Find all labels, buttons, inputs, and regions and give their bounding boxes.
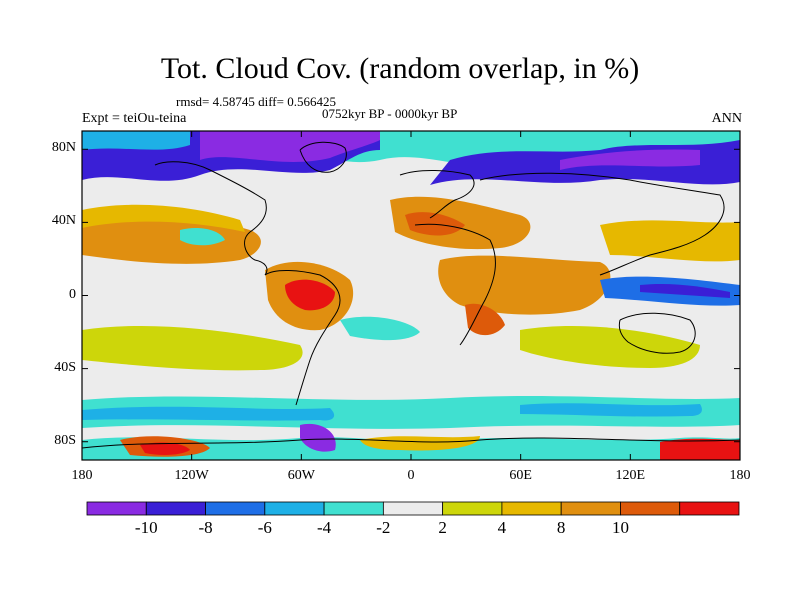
- field-region: [640, 283, 730, 298]
- colorbar-swatch: [501, 501, 562, 516]
- lon-tick-label: 0: [407, 468, 415, 483]
- axis-ticks: [81, 131, 741, 460]
- field-region: [140, 442, 190, 455]
- colorbar-swatch: [382, 501, 444, 516]
- coastline-europe: [399, 169, 475, 219]
- field-region: [82, 131, 190, 150]
- colorbar-tick-label: -4: [316, 518, 332, 537]
- map-field: [82, 131, 740, 460]
- colorbar-swatch: [205, 501, 266, 516]
- lat-tick-label: 0: [69, 286, 76, 302]
- field-region: [600, 220, 740, 262]
- colorbar-tick-label: 10: [611, 518, 629, 537]
- colorbar-swatch: [442, 501, 503, 516]
- field-region: [300, 423, 336, 452]
- field-region: [82, 204, 245, 232]
- field-region: [340, 316, 420, 341]
- field-region: [560, 149, 700, 170]
- coastline-greenland: [299, 141, 347, 173]
- colorbar-tick-label: -2: [376, 518, 391, 537]
- field-region: [438, 255, 611, 315]
- lon-tick-label: 60E: [509, 468, 532, 483]
- coastline-south-america: [264, 270, 341, 406]
- field-region: [360, 436, 480, 451]
- stats-label: rmsd= 4.58745 diff= 0.566425: [176, 94, 336, 109]
- colorbar-swatch: [86, 501, 147, 516]
- colorbar-swatch: [323, 501, 384, 516]
- field-region: [180, 228, 225, 246]
- lon-tick-label: 180: [71, 468, 93, 483]
- field-region: [520, 403, 702, 417]
- lon-tick-label: 180: [729, 468, 751, 483]
- lon-tick-label: 60W: [287, 468, 315, 483]
- field-region: [405, 212, 465, 236]
- colorbar-tick-label: -10: [134, 518, 158, 537]
- colorbar-tick-label: 4: [497, 518, 507, 537]
- figure-title: Tot. Cloud Cov. (random overlap, in %): [160, 52, 640, 85]
- lon-tick-label: 120W: [174, 468, 209, 483]
- colorbar-swatch: [620, 501, 681, 516]
- lat-tick-label: 40N: [51, 213, 76, 229]
- colorbar-swatch: [679, 501, 740, 516]
- lat-tick-label: 40S: [54, 359, 76, 375]
- field-region: [82, 406, 335, 421]
- coastline-africa: [414, 223, 496, 346]
- field-region: [660, 438, 740, 460]
- lat-tick-label: 80N: [51, 140, 76, 156]
- colorbar-tick-label: 8: [556, 518, 566, 537]
- colorbar-swatch: [560, 501, 621, 516]
- coastline-australia: [618, 312, 696, 354]
- field-region: [82, 325, 303, 371]
- experiment-label: Expt = teiOu-teina: [82, 111, 187, 126]
- field-region: [285, 279, 335, 311]
- colorbar-swatch: [145, 501, 206, 516]
- colorbar: [86, 501, 740, 516]
- lon-tick-label: 120E: [615, 468, 646, 483]
- coastline-antarctica: [82, 437, 740, 449]
- coastline-asia: [479, 172, 725, 276]
- field-region: [200, 131, 380, 162]
- coastline-north-america: [154, 161, 268, 276]
- coastlines: [82, 141, 740, 449]
- colorbar-swatch: [264, 501, 325, 516]
- period-label: 0752kyr BP - 0000kyr BP: [322, 106, 458, 121]
- colorbar-tick-label: 2: [438, 518, 447, 537]
- colorbar-tick-label: -8: [198, 518, 213, 537]
- lat-tick-label: 80S: [54, 432, 76, 448]
- field-region: [465, 303, 505, 336]
- field-region: [520, 325, 700, 368]
- season-label: ANN: [711, 111, 742, 126]
- colorbar-tick-label: -6: [257, 518, 272, 537]
